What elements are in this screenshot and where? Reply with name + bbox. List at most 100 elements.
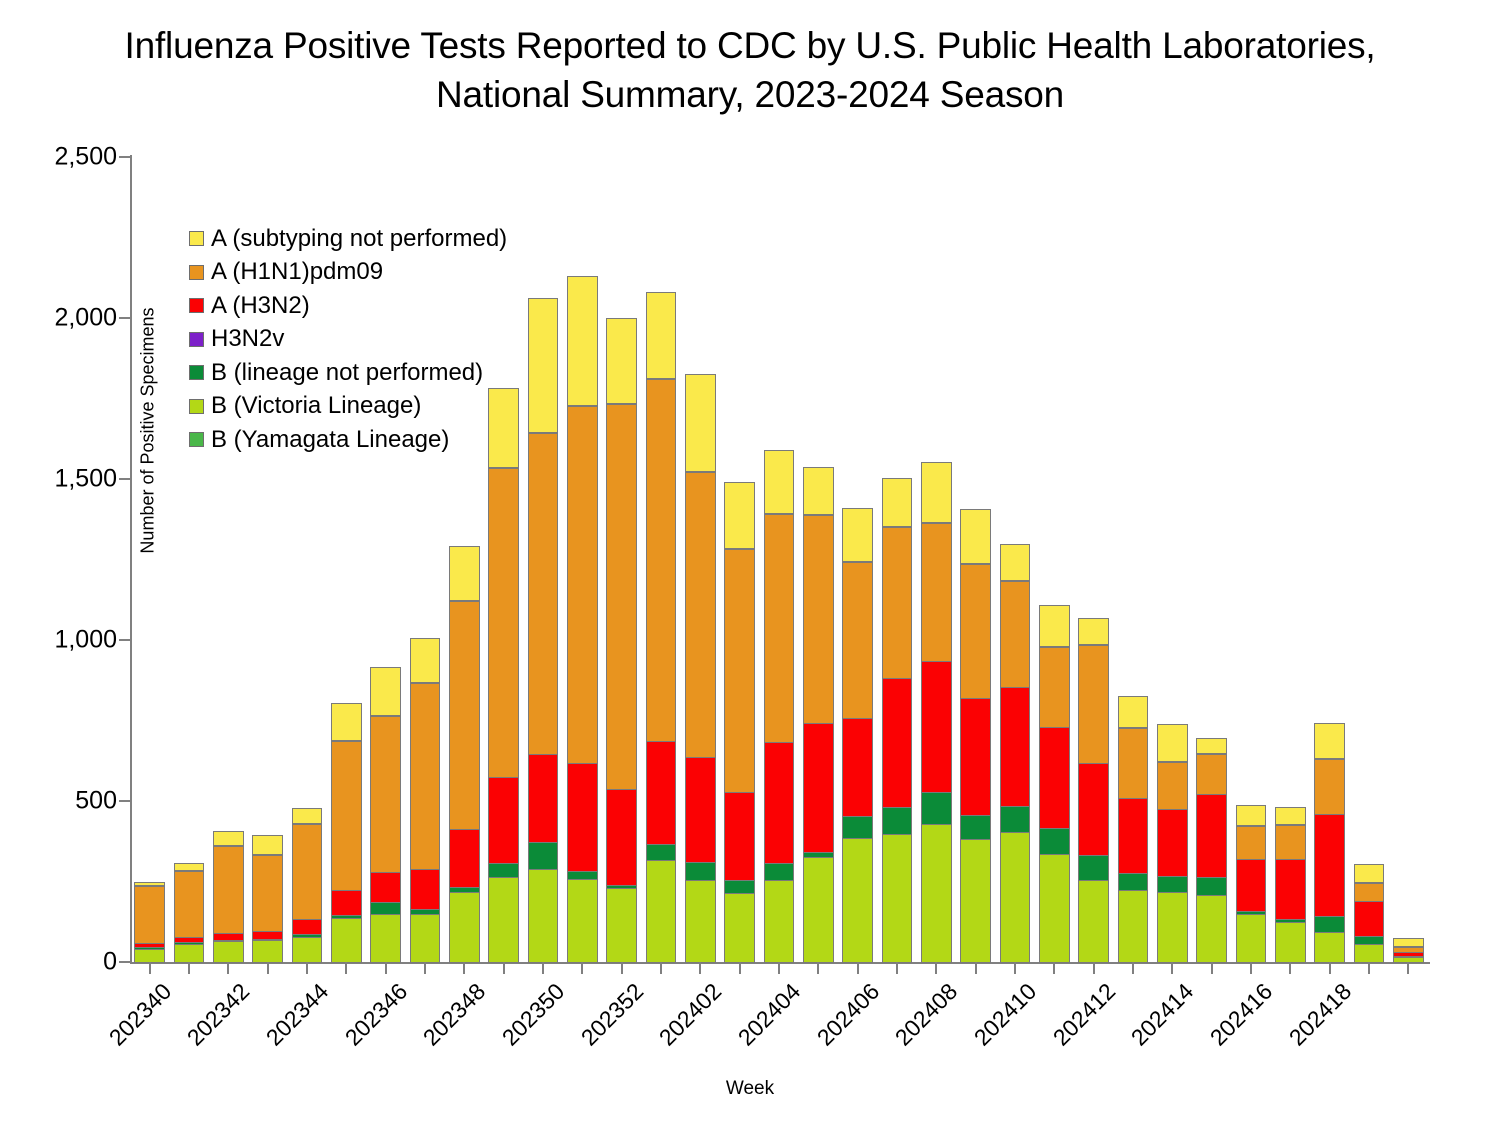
bar-202407[interactable] — [881, 474, 913, 963]
bar-segment — [409, 914, 441, 963]
bar-202345[interactable] — [330, 699, 362, 963]
bar-202341[interactable] — [173, 859, 205, 963]
bar-segment — [960, 838, 991, 963]
legend-item-3[interactable]: H3N2v — [189, 323, 519, 357]
y-tick-label: 2,500 — [54, 142, 117, 171]
bar-202414[interactable] — [1156, 720, 1188, 963]
bar-202350[interactable] — [527, 294, 559, 963]
bar-202419[interactable] — [1353, 860, 1385, 963]
bar-segment — [724, 791, 755, 881]
bar-segment — [448, 545, 480, 601]
bar-segment — [212, 846, 244, 934]
bar-segment — [1235, 859, 1267, 912]
bar-segment — [330, 703, 362, 741]
bar-segment — [252, 854, 283, 932]
bar-segment — [1235, 805, 1267, 826]
x-tick-mark — [1053, 962, 1056, 974]
bar-202402[interactable] — [684, 370, 716, 963]
legend-label: A (subtyping not performed) — [211, 224, 508, 252]
legend-item-5[interactable]: B (Victoria Lineage) — [189, 390, 519, 424]
bar-202406[interactable] — [842, 504, 873, 963]
x-tick-mark — [188, 962, 190, 974]
legend-swatch-icon — [189, 365, 204, 381]
plot-area — [130, 157, 1428, 963]
bar-segment — [684, 879, 716, 963]
bar-segment — [1078, 618, 1109, 646]
bar-segment — [881, 678, 913, 808]
bar-segment — [527, 432, 559, 755]
bar-segment — [645, 292, 677, 379]
y-tick-label: 500 — [75, 786, 117, 815]
bar-202404[interactable] — [763, 446, 795, 963]
bar-segment — [409, 869, 441, 911]
legend-swatch-icon — [189, 231, 204, 247]
x-tick-label: 202340 — [103, 978, 177, 1051]
bar-segment — [1156, 809, 1188, 878]
bar-segment — [448, 829, 480, 888]
x-tick-mark — [1092, 962, 1095, 974]
legend-item-0[interactable]: A (subtyping not performed) — [189, 222, 519, 256]
legend-item-1[interactable]: A (H1N1)pdm09 — [189, 256, 519, 290]
bar-202412[interactable] — [1078, 614, 1109, 963]
bar-202343[interactable] — [252, 831, 283, 963]
bar-202348[interactable] — [448, 541, 480, 963]
bar-202418[interactable] — [1314, 719, 1345, 963]
x-tick-mark — [542, 962, 544, 974]
bar-202417[interactable] — [1274, 803, 1306, 963]
bar-202415[interactable] — [1196, 734, 1227, 963]
bar-202413[interactable] — [1117, 692, 1149, 963]
bar-202342[interactable] — [212, 827, 244, 963]
bar-segment — [1274, 859, 1306, 920]
bar-202347[interactable] — [409, 634, 441, 963]
bar-202403[interactable] — [724, 478, 755, 963]
bar-202401[interactable] — [645, 288, 677, 963]
bar-202420[interactable] — [1392, 934, 1424, 963]
x-tick-mark — [1407, 962, 1410, 974]
bar-202344[interactable] — [291, 804, 323, 963]
bar-segment — [1038, 828, 1070, 856]
bar-segment — [1314, 723, 1345, 759]
bar-segment — [842, 508, 873, 562]
bar-segment — [1117, 727, 1149, 800]
y-tick-mark — [119, 478, 131, 480]
bar-202349[interactable] — [488, 384, 519, 963]
bar-segment — [566, 879, 598, 963]
x-tick-label: 202410 — [968, 978, 1042, 1051]
bar-202351[interactable] — [566, 272, 598, 963]
bar-segment — [645, 859, 677, 963]
bar-segment — [1156, 891, 1188, 963]
y-axis-line — [130, 155, 132, 964]
legend-item-4[interactable]: B (lineage not performed) — [189, 356, 519, 390]
bar-202411[interactable] — [1038, 601, 1070, 963]
legend-swatch-icon — [189, 331, 204, 347]
y-tick-label: 2,000 — [54, 303, 117, 332]
bar-segment — [252, 834, 283, 855]
x-tick-mark — [1132, 962, 1134, 974]
bar-202340[interactable] — [134, 878, 165, 963]
bar-202405[interactable] — [802, 463, 834, 963]
bar-segment — [999, 831, 1031, 963]
x-tick-mark — [1014, 962, 1016, 974]
bar-202346[interactable] — [370, 663, 401, 963]
title-line-2: National Summary, 2023-2024 Season — [435, 73, 1065, 115]
bar-segment — [291, 936, 323, 963]
bar-segment — [763, 513, 795, 743]
legend-item-6[interactable]: B (Yamagata Lineage) — [189, 423, 519, 457]
x-axis-title: Week — [725, 1078, 775, 1099]
bar-segment — [1038, 605, 1070, 647]
bar-segment — [1078, 645, 1109, 764]
legend-item-2[interactable]: A (H3N2) — [189, 289, 519, 323]
bar-202416[interactable] — [1235, 801, 1267, 963]
bar-segment — [960, 698, 991, 817]
bar-segment — [1353, 863, 1385, 883]
bar-202409[interactable] — [960, 505, 991, 963]
x-tick-label: 202406 — [811, 978, 885, 1051]
bar-202410[interactable] — [999, 540, 1031, 963]
bar-segment — [1196, 894, 1227, 963]
y-tick-label: 0 — [103, 947, 117, 976]
title-line-1: Influenza Positive Tests Reported to CDC… — [124, 25, 1376, 66]
bar-segment — [291, 807, 323, 825]
bar-202352[interactable] — [606, 314, 637, 963]
bar-segment — [802, 514, 834, 724]
bar-202408[interactable] — [920, 458, 952, 963]
